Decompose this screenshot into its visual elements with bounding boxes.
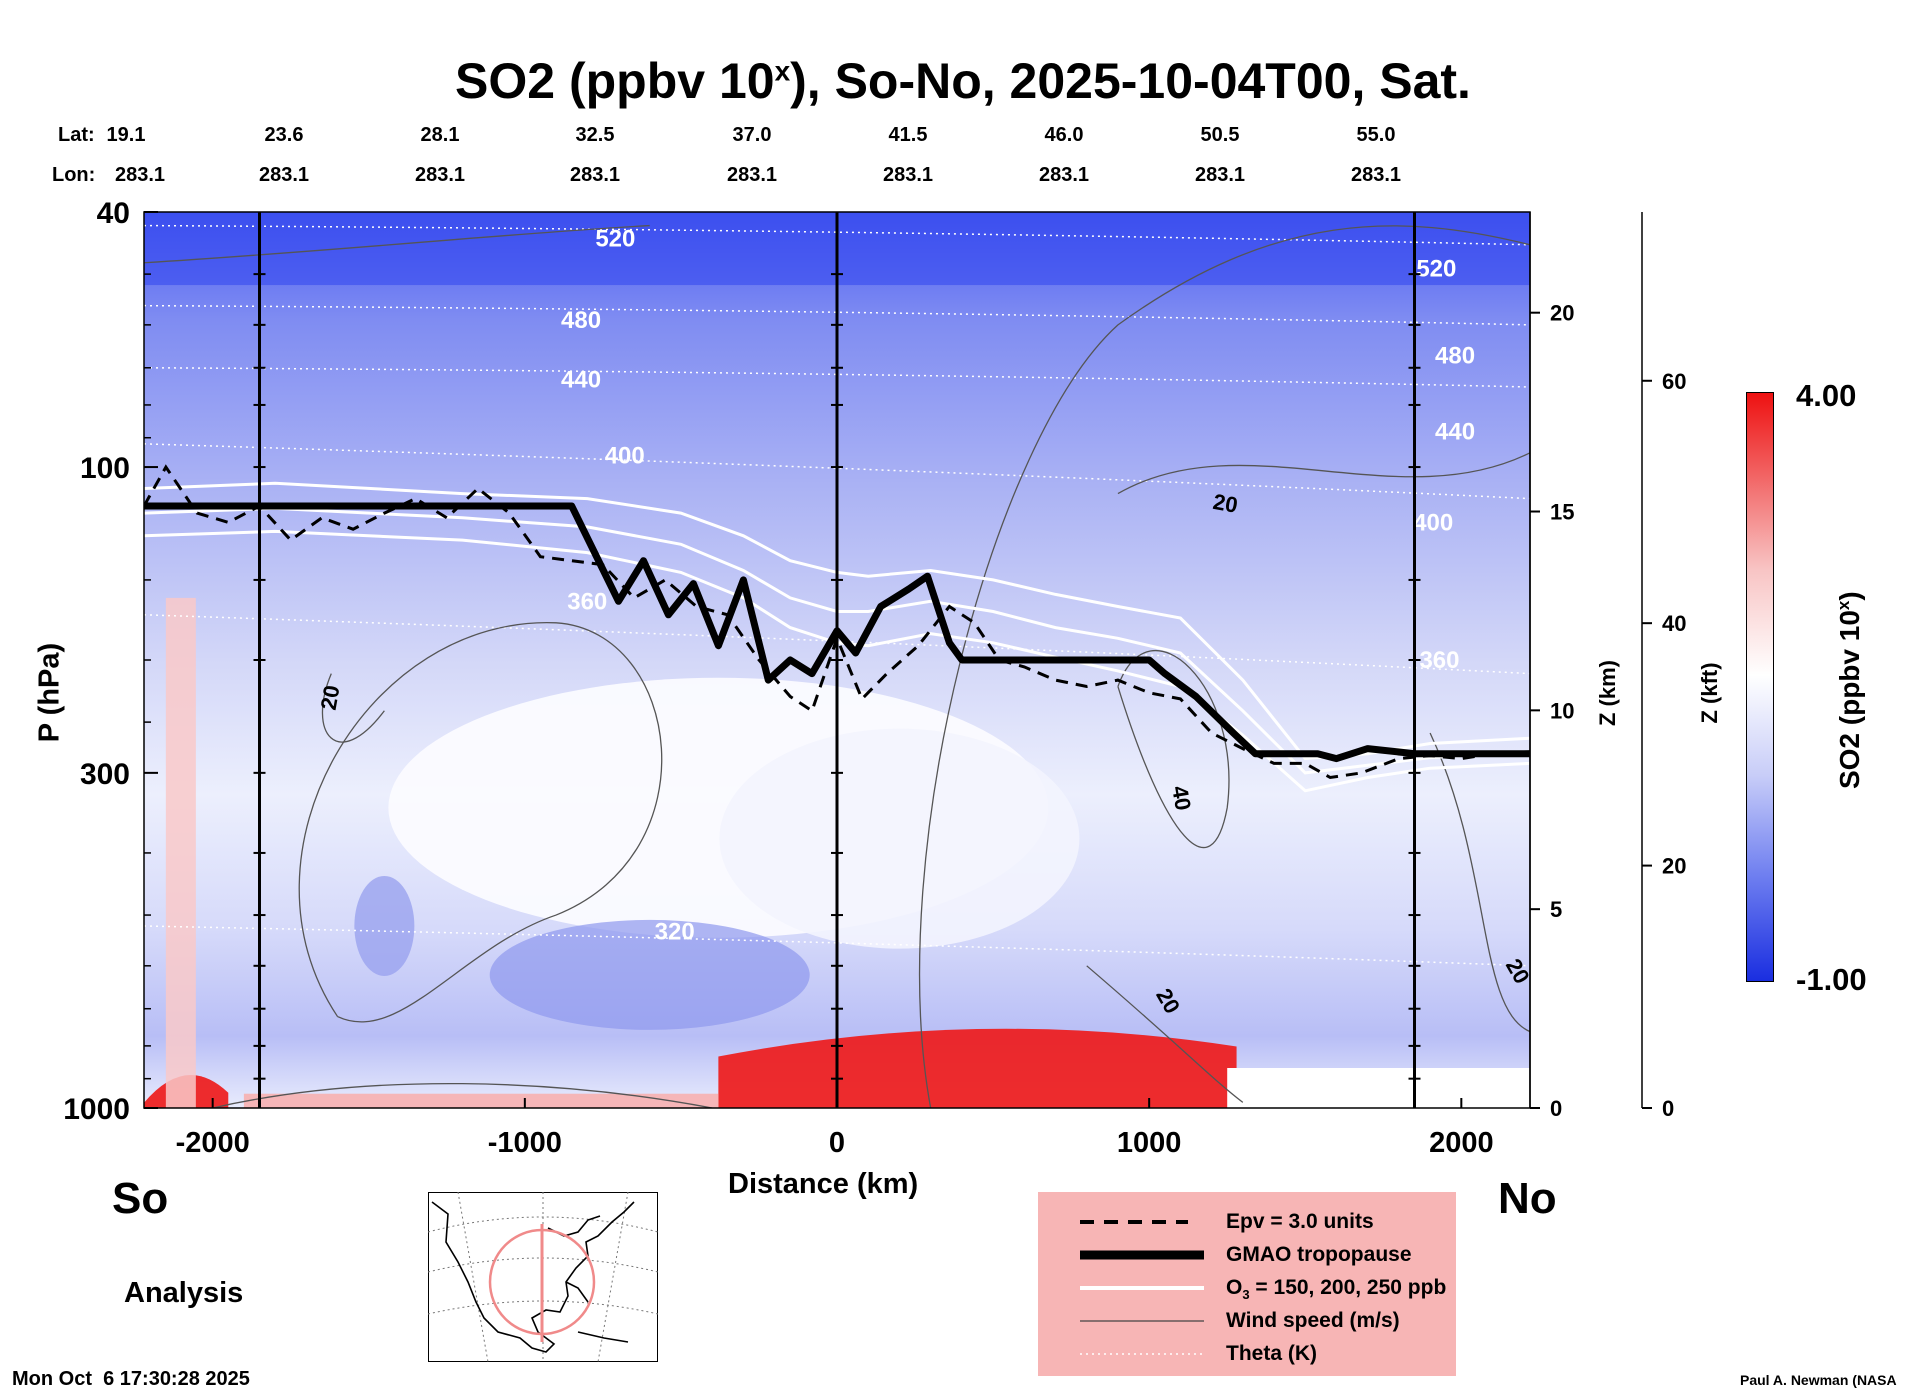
lon-value: 283.1: [1350, 164, 1402, 186]
legend-label-tropopause: GMAO tropopause: [1226, 1243, 1412, 1266]
theta-label: 480: [561, 307, 601, 334]
lat-label: Lat:: [58, 124, 95, 146]
lat-value: 37.0: [732, 124, 772, 146]
wind-speed-contour: [212, 1082, 713, 1108]
lon-value: 283.1: [726, 164, 778, 186]
lon-value: 283.1: [1038, 164, 1090, 186]
y-tick-label: 100: [80, 452, 130, 485]
lat-value: 50.5: [1200, 124, 1240, 146]
x-tick-label: -2000: [176, 1127, 250, 1159]
colorbar-max-label: 4.00: [1796, 378, 1857, 413]
legend-label-wind: Wind speed (m/s): [1226, 1309, 1400, 1332]
wind-speed-contour: [321, 673, 385, 743]
lon-value: 283.1: [114, 164, 166, 186]
wind-speed-label: 20: [1211, 489, 1239, 518]
x-tick-label: -1000: [488, 1127, 562, 1159]
theta-label: 440: [561, 366, 601, 393]
lat-value: 55.0: [1356, 124, 1396, 146]
so2-feature-vertical-column: [165, 597, 196, 1108]
wind-speed-contour: [1117, 650, 1230, 849]
legend-label-ozone: O3 = 150, 200, 250 ppb: [1226, 1276, 1447, 1303]
wind-speed-label: 20: [316, 683, 345, 711]
z-kft-tick-label: 60: [1662, 369, 1686, 394]
theta-label: 400: [1413, 509, 1453, 536]
so2-feature-low-blue: [489, 919, 810, 1030]
lon-label: Lon:: [52, 164, 96, 186]
wind-speed-contour: [1086, 965, 1244, 1103]
theta-label: 520: [595, 226, 635, 253]
north-end-label: No: [1498, 1174, 1557, 1223]
lat-value: 19.1: [106, 124, 146, 146]
z-km-tick-label: 20: [1550, 301, 1574, 326]
x-tick-label: 2000: [1429, 1127, 1494, 1159]
so2-feature-bl-white-north: [1227, 1068, 1530, 1108]
wind-speed-label: 40: [1167, 784, 1196, 812]
z-km-tick-label: 0: [1550, 1096, 1562, 1121]
credit: Paul A. Newman (NASA: [1740, 1372, 1897, 1388]
theta-label: 400: [605, 443, 645, 470]
z-km-axis-label: Z (km): [1595, 660, 1620, 726]
y-axis-label: P (hPa): [33, 642, 66, 743]
lon-value: 283.1: [258, 164, 310, 186]
lon-value: 283.1: [569, 164, 621, 186]
x-tick-label: 0: [829, 1127, 845, 1159]
z-kft-tick-label: 20: [1662, 854, 1686, 879]
theta-label: 360: [567, 588, 607, 615]
theta-label: 440: [1435, 418, 1475, 445]
y-tick-label: 1000: [63, 1093, 130, 1126]
so2-feature-near-zero-east: [719, 728, 1080, 949]
legend-label-theta: Theta (K): [1226, 1342, 1317, 1365]
theta-label: 320: [655, 918, 695, 945]
x-axis-label: Distance (km): [728, 1168, 919, 1200]
lat-value: 41.5: [888, 124, 928, 146]
south-end-label: So: [112, 1174, 169, 1223]
ozone-contour: [144, 481, 1530, 761]
analysis-label: Analysis: [124, 1277, 244, 1309]
z-kft-tick-label: 0: [1662, 1096, 1674, 1121]
theta-label: 360: [1419, 647, 1459, 674]
chart-title: SO2 (ppbv 10x), So-No, 2025-10-04T00, Sa…: [455, 53, 1471, 109]
so2-feature-bl-pink: [243, 1093, 719, 1108]
lat-value: 28.1: [420, 124, 460, 146]
colorbar-title: SO2 (ppbv 10x): [1833, 591, 1866, 790]
wind-speed-contour: [1117, 452, 1530, 495]
lon-value: 283.1: [1194, 164, 1246, 186]
wind-speed-contour: [918, 225, 1530, 1108]
z-km-tick-label: 5: [1550, 897, 1562, 922]
wind-speed-contour: [1429, 732, 1530, 1033]
x-tick-label: 1000: [1117, 1127, 1182, 1159]
wind-speed-contour: [144, 224, 650, 264]
theta-label: 480: [1435, 343, 1475, 370]
wind-speed-contour: [298, 622, 663, 1023]
legend-label-epv: Epv = 3.0 units: [1226, 1210, 1374, 1233]
lat-value: 23.6: [264, 124, 304, 146]
z-kft-axis-label: Z (kft): [1697, 662, 1722, 724]
so2-feature-low-blue-west: [354, 875, 415, 976]
lat-value: 46.0: [1044, 124, 1084, 146]
legend: Epv = 3.0 units GMAO tropopause O3 = 150…: [1038, 1192, 1456, 1376]
inset-map: [428, 1192, 658, 1362]
colorbar-min-label: -1.00: [1796, 962, 1867, 997]
y-tick-label: 300: [80, 758, 130, 791]
lat-value: 32.5: [575, 124, 615, 146]
z-km-tick-label: 15: [1550, 500, 1574, 525]
timestamp: Mon Oct 6 17:30:28 2025: [12, 1368, 250, 1390]
coastline-icon: [431, 1201, 635, 1353]
ozone-contour: [144, 506, 1530, 775]
z-kft-tick-label: 40: [1662, 611, 1686, 636]
ozone-contour: [144, 529, 1530, 793]
z-km-tick-label: 10: [1550, 698, 1574, 723]
so2-feature-boundary-layer-plume-east: [718, 1028, 1237, 1108]
colorbar: [1746, 392, 1774, 982]
y-tick-label: 40: [97, 197, 130, 230]
theta-label: 520: [1416, 255, 1456, 282]
tropopause-line: [144, 502, 1530, 763]
lon-value: 283.1: [882, 164, 934, 186]
lon-value: 283.1: [414, 164, 466, 186]
